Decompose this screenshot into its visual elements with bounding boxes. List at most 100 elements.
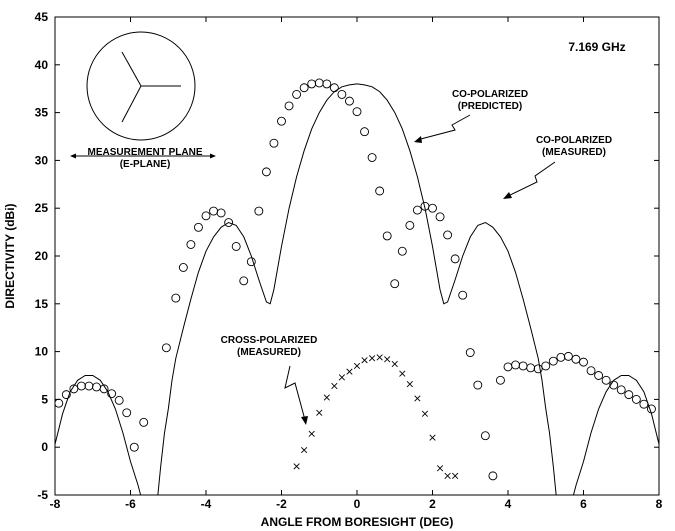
co-pol-measured-point [428,203,437,213]
co-pol-measured-point [345,96,354,106]
co-pol-measured-leader [505,161,556,198]
co-pol-measured-point [624,390,634,400]
co-pol-measured-point [503,362,513,372]
co-pol-measured-point [480,431,490,441]
co-pol-measured-point [76,381,86,391]
cross-pol-measured-point [384,356,391,363]
co-pol-measured-point [405,220,415,230]
co-pol-measured-point [639,399,649,409]
co-pol-measured-point [382,231,392,241]
cross-pol-measured-point [406,380,413,388]
cross-pol-measured-point [399,370,406,377]
co-pol-measured-point [556,352,566,362]
co-pol-measured-point [114,395,124,405]
co-pol-measured-point [261,167,271,177]
co-pol-measured-point [631,394,641,404]
co-pol-measured-point [209,206,219,216]
co-pol-measured-point [284,101,294,111]
cross-pol-measured-point [376,354,383,361]
co-pol-measured-point [224,218,234,227]
x-tick-label: 0 [354,497,361,511]
co-pol-measured-point [61,390,71,400]
cross-pol-annotation: CROSS-POLARIZED (MEASURED) [221,335,317,425]
y-axis-title: DIRECTIVITY (dBi) [3,203,17,308]
co-pol-predicted-label: CO-POLARIZED [452,89,528,100]
co-pol-measured-point [193,222,203,232]
cross-pol-measured-point [361,357,368,364]
co-pol-measured-point [360,127,369,137]
co-pol-measured-annotation: CO-POLARIZED (MEASURED) [503,135,612,199]
co-pol-measured-point [526,363,536,373]
co-pol-measured-point [375,186,385,196]
y-tick-label: 40 [35,58,49,72]
y-tick-label: 25 [35,201,49,215]
plot-area-frame [54,16,660,496]
arrow-head-right-icon [210,153,216,159]
y-tick-label: 15 [35,297,49,311]
co-pol-measured-point [443,230,453,240]
co-pol-measured-point [412,205,422,215]
cross-pol-measured-point [316,409,323,416]
cross-pol-measured-point [421,410,429,417]
co-pol-measured-point [586,366,596,376]
co-pol-measured-point [548,356,558,366]
axis-ticks [54,16,660,496]
co-pol-measured-point [397,246,407,256]
co-pol-measured-point [322,79,332,89]
cross-pol-measured-point [452,472,459,479]
arrow-head-left-icon [70,153,76,159]
y-tick-label: 35 [35,106,49,120]
co-pol-measured-point [277,116,286,126]
co-pol-measured-sublabel: (MEASURED) [542,147,606,158]
co-pol-measured-point [563,351,573,361]
co-pol-predicted-leader [416,114,471,141]
cross-pol-measured-point [308,430,315,437]
co-pol-measured-point [122,408,132,418]
co-pol-measured-point [465,348,475,358]
co-pol-predicted-sublabel: (PREDICTED) [458,101,522,112]
cross-pol-measured-point [331,382,338,390]
cross-pol-measured-point [353,362,361,370]
co-pol-measured-point [314,78,324,88]
co-pol-measured-point [571,354,581,364]
y-tick-label: 30 [35,153,49,167]
co-pol-measured-point [450,254,460,264]
y-tick-label: 10 [35,345,49,359]
antenna-strut-icon [121,85,142,123]
y-tick-labels: -5 0 5 10 15 20 25 30 35 40 45 [35,10,49,502]
y-tick-label: 45 [35,10,49,24]
x-tick-label: 8 [656,497,663,511]
co-pol-measured-point [239,276,249,286]
co-pol-measured-point [337,89,347,99]
co-pol-measured-point [299,83,309,93]
co-pol-measured-point [186,240,196,249]
co-pol-measured-point [488,471,498,481]
arrow-head-icon [301,416,308,425]
co-pol-measured-point [541,361,551,371]
co-pol-measured-point [216,208,226,218]
cross-pol-measured-point [429,434,436,441]
co-pol-measured-point [55,398,64,408]
co-pol-measured-point [69,384,79,394]
x-tick-label: -8 [50,497,61,511]
co-pol-measured-point [367,153,377,162]
arrow-head-icon [414,136,422,143]
cross-pol-measured-point [338,374,346,381]
co-pol-measured-point [107,389,117,399]
cross-pol-measured-point [323,394,330,401]
co-pol-measured-point [231,241,241,251]
measurement-plane-inset: MEASUREMENT PLANE (E-PLANE) [70,31,216,170]
co-pol-measured-point [329,83,339,93]
x-tick-label: 2 [429,497,436,511]
x-tick-labels: -8 -6 -4 -2 0 2 4 6 8 [50,497,663,511]
co-pol-measured-point [139,417,149,427]
cross-pol-leader [284,365,306,421]
x-tick-label: 4 [505,497,512,511]
cross-pol-measured-point [368,355,376,362]
co-pol-measured-point [601,375,611,385]
antenna-outline-icon [86,31,196,141]
co-pol-measured-point [201,211,211,221]
co-pol-measured-point [178,263,188,272]
co-pol-measured-point [352,107,362,117]
co-pol-measured-label: CO-POLARIZED [536,135,612,146]
